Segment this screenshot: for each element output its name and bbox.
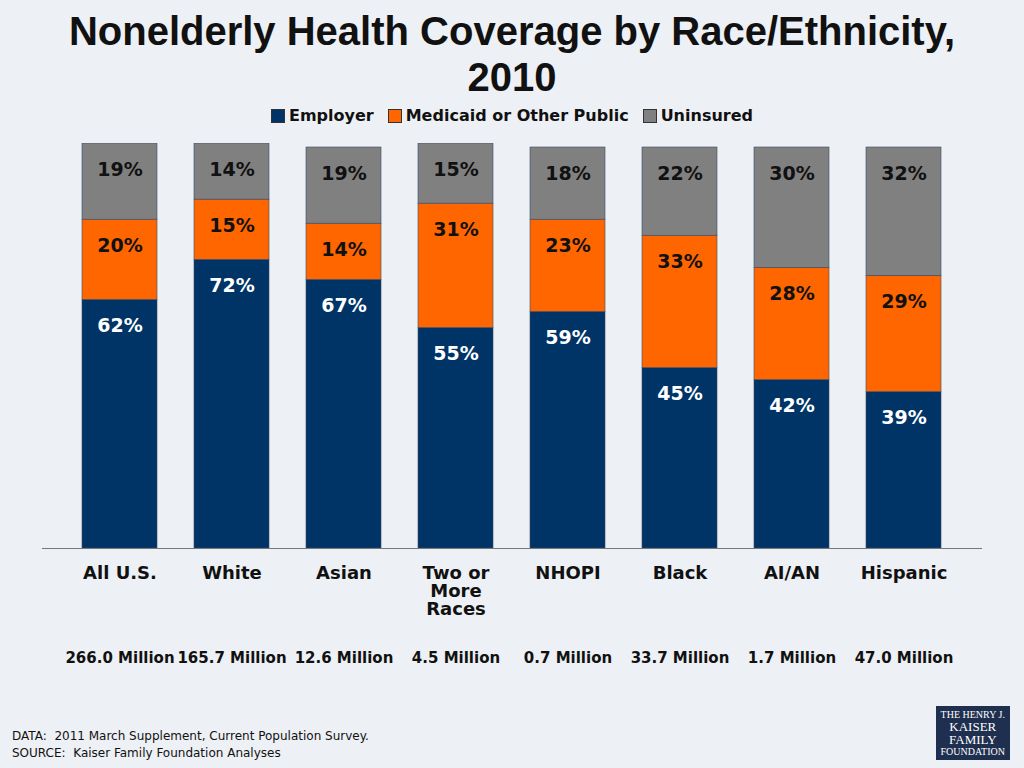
- svg-text:18%: 18%: [545, 162, 590, 184]
- svg-text:0.7 Million: 0.7 Million: [524, 649, 612, 667]
- svg-text:22%: 22%: [657, 162, 702, 184]
- svg-text:Hispanic: Hispanic: [861, 562, 948, 583]
- svg-text:15%: 15%: [433, 158, 478, 180]
- svg-text:1.7 Million: 1.7 Million: [748, 649, 836, 667]
- svg-text:15%: 15%: [209, 214, 254, 236]
- svg-text:4.5 Million: 4.5 Million: [412, 649, 500, 667]
- svg-text:All U.S.: All U.S.: [83, 562, 157, 583]
- svg-text:14%: 14%: [209, 158, 254, 180]
- svg-text:67%: 67%: [321, 294, 366, 316]
- svg-text:Asian: Asian: [316, 562, 372, 583]
- svg-text:45%: 45%: [657, 382, 702, 404]
- html-text:KAISER: KAISER: [949, 719, 997, 734]
- svg-text:28%: 28%: [769, 282, 814, 304]
- html-text:Employer: Employer: [289, 106, 374, 125]
- svg-text:33.7 Million: 33.7 Million: [631, 649, 730, 667]
- svg-text:39%: 39%: [881, 406, 926, 428]
- html-text:Nonelderly Health Coverage by: Nonelderly Health Coverage by Race/Ethni…: [68, 9, 956, 99]
- svg-text:NHOPI: NHOPI: [535, 562, 600, 583]
- svg-text:42%: 42%: [769, 394, 814, 416]
- svg-text:47.0 Million: 47.0 Million: [855, 649, 954, 667]
- svg-text:72%: 72%: [209, 274, 254, 296]
- svg-text:62%: 62%: [97, 314, 142, 336]
- svg-text:30%: 30%: [769, 162, 814, 184]
- svg-text:31%: 31%: [433, 218, 478, 240]
- svg-text:266.0 Million: 266.0 Million: [65, 649, 174, 667]
- html-text:Medicaid or Other Public: Medicaid or Other Public: [405, 106, 629, 125]
- svg-text:AI/AN: AI/AN: [764, 562, 820, 583]
- html-text:Uninsured: Uninsured: [660, 106, 753, 125]
- html-text:SOURCE: Kaiser Family Foundati: SOURCE: Kaiser Family Foundation Analyse…: [12, 746, 281, 760]
- svg-text:29%: 29%: [881, 290, 926, 312]
- svg-text:55%: 55%: [433, 342, 478, 364]
- svg-text:59%: 59%: [545, 326, 590, 348]
- svg-text:19%: 19%: [321, 162, 366, 184]
- svg-text:20%: 20%: [97, 234, 142, 256]
- svg-text:23%: 23%: [545, 234, 590, 256]
- svg-text:Two orMoreRaces: Two orMoreRaces: [423, 562, 490, 619]
- svg-text:Black: Black: [653, 562, 709, 583]
- svg-text:33%: 33%: [657, 250, 702, 272]
- svg-text:19%: 19%: [97, 158, 142, 180]
- html-text:FOUNDATION: FOUNDATION: [940, 746, 1005, 757]
- html-text:DATA: 2011 March Supplement, C: DATA: 2011 March Supplement, Current Pop…: [12, 729, 369, 743]
- html-text:FAMILY: FAMILY: [949, 732, 997, 747]
- svg-text:32%: 32%: [881, 162, 926, 184]
- svg-text:White: White: [202, 562, 262, 583]
- svg-text:12.6 Million: 12.6 Million: [295, 649, 394, 667]
- svg-text:14%: 14%: [321, 238, 366, 260]
- html-text:THE HENRY J.: THE HENRY J.: [940, 709, 1005, 720]
- svg-text:165.7 Million: 165.7 Million: [177, 649, 286, 667]
